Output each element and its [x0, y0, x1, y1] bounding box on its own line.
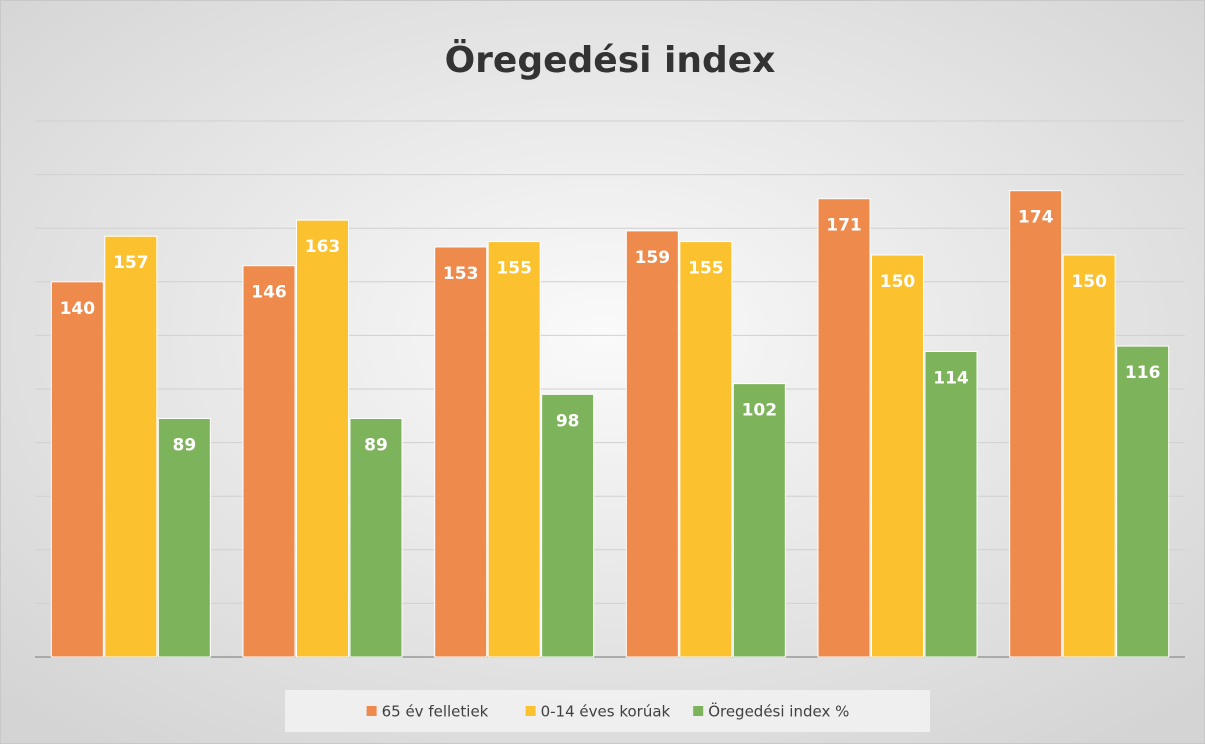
bar [1116, 345, 1170, 658]
bar [1009, 190, 1063, 658]
data-label: 140 [60, 299, 96, 319]
bar [349, 417, 403, 658]
data-label: 155 [688, 259, 724, 279]
bar [817, 198, 871, 658]
data-label: 98 [556, 411, 580, 431]
data-label: 150 [1071, 272, 1107, 292]
legend-label: 65 év felletiek [382, 703, 489, 721]
data-label: 153 [443, 264, 479, 284]
data-label: 159 [635, 248, 671, 268]
bar [296, 219, 349, 658]
data-label: 89 [172, 435, 196, 455]
bar [924, 350, 978, 658]
data-label: 114 [933, 368, 969, 388]
data-label: 116 [1125, 363, 1161, 383]
bar [625, 230, 679, 658]
bar [679, 241, 733, 658]
chart-title: Öregedési index [445, 39, 776, 81]
data-label: 102 [742, 401, 778, 421]
bar [732, 383, 786, 658]
bar [434, 246, 488, 658]
data-label: 163 [305, 237, 341, 257]
legend-swatch [693, 706, 704, 716]
data-label: 174 [1018, 208, 1054, 228]
data-label: 150 [880, 272, 916, 292]
legend-box [285, 690, 930, 732]
bar [1062, 254, 1116, 658]
legend-swatch [525, 706, 536, 716]
bar [487, 241, 541, 658]
legend-label: 0-14 éves korúak [541, 703, 671, 721]
legend-label: Öregedési index % [708, 702, 849, 721]
bar [157, 417, 211, 658]
data-label: 157 [113, 253, 149, 273]
data-label: 146 [251, 283, 287, 303]
bar [50, 281, 104, 658]
bar [104, 235, 158, 658]
bar [541, 393, 595, 658]
bar [242, 265, 296, 658]
data-label: 155 [496, 259, 532, 279]
bar [871, 254, 924, 658]
legend-swatch [366, 706, 377, 716]
data-label: 171 [826, 216, 862, 236]
data-label: 89 [364, 435, 388, 455]
